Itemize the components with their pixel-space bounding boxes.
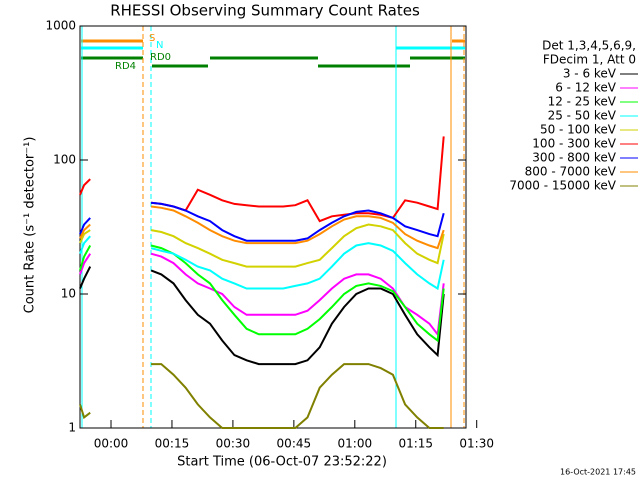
y-tick-label: 10 (61, 287, 76, 301)
series-line (79, 205, 445, 250)
annotation: N (156, 40, 163, 51)
x-axis-label: Start Time (06-Oct-07 23:52:22) (177, 455, 387, 470)
legend-label: 7000 - 15000 keV (509, 179, 616, 193)
x-tick-label: 01:15 (398, 437, 433, 451)
state-bars (81, 26, 465, 428)
y-tick-label: 1000 (45, 19, 76, 33)
series-line (79, 201, 445, 242)
x-tick-label: 01:30 (459, 437, 494, 451)
x-tick-label: 00:45 (277, 437, 312, 451)
annotation: RD4 (115, 61, 136, 72)
series-line (79, 136, 445, 223)
legend-header: FDecim 1, Att 0 (543, 53, 636, 67)
annotation: S (149, 33, 155, 44)
y-tick-label: 1 (68, 421, 76, 435)
x-tick-label: 00:30 (216, 437, 251, 451)
series-line (79, 363, 444, 429)
legend-label: 100 - 300 keV (532, 137, 616, 151)
x-tick-label: 01:00 (338, 437, 373, 451)
legend-label: 50 - 100 keV (540, 123, 617, 137)
y-axis-label: Count Rate (s⁻¹ detector⁻¹) (23, 137, 38, 314)
series-line (79, 223, 445, 268)
x-tick-label: 00:15 (155, 437, 190, 451)
x-tick-label: 00:00 (94, 437, 129, 451)
series-line (79, 244, 445, 343)
chart-title: RHESSI Observing Summary Count Rates (110, 2, 420, 20)
legend-label: 3 - 6 keV (563, 67, 617, 81)
footer-date: 16-Oct-2021 17:45 (560, 468, 636, 477)
legend-label: 300 - 800 keV (532, 151, 616, 165)
series-line (79, 266, 445, 366)
legend-label: 6 - 12 keV (555, 81, 617, 95)
series-line (79, 235, 445, 291)
legend-label: 25 - 50 keV (548, 109, 617, 123)
legend-label: 12 - 25 keV (548, 95, 617, 109)
y-tick-label: 100 (53, 153, 76, 167)
legend-label: 800 - 7000 keV (525, 165, 617, 179)
legend-header: Det 1,3,4,5,6,9, (542, 39, 636, 53)
annotation: RD0 (150, 52, 171, 63)
